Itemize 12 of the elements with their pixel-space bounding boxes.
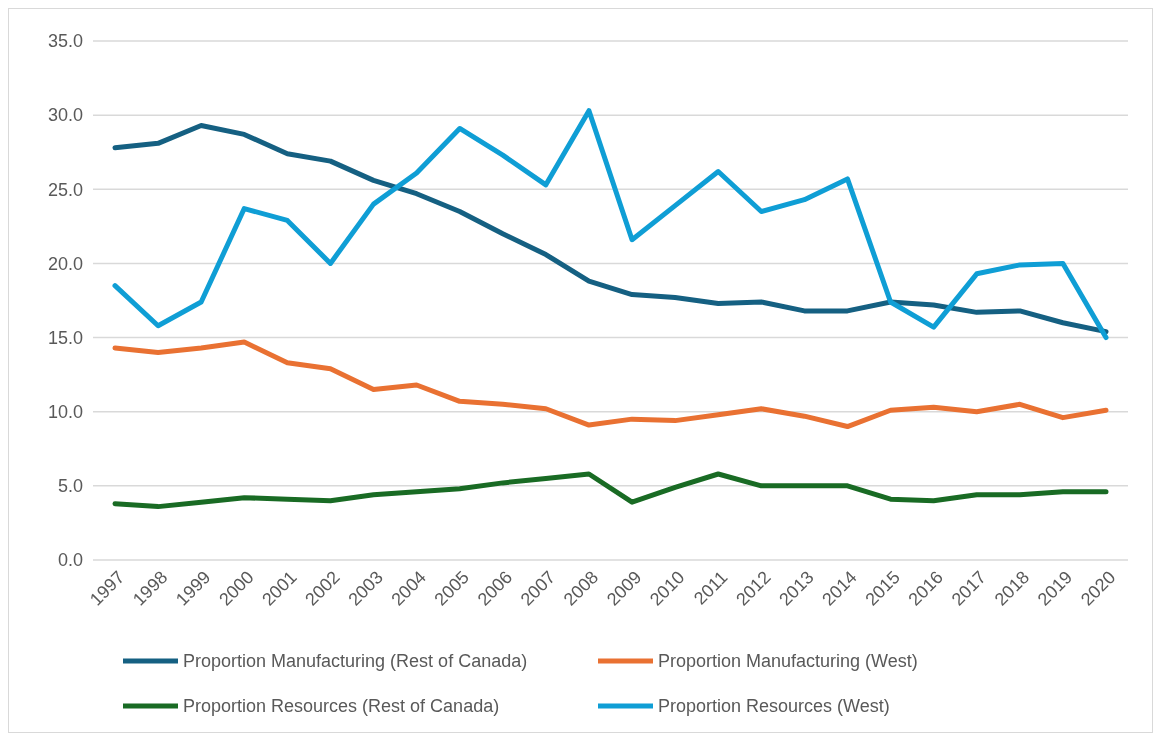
y-tick-label: 0.0 <box>57 550 83 571</box>
y-tick-label: 25.0 <box>47 179 83 200</box>
y-tick-label: 10.0 <box>47 402 83 423</box>
legend-label: Proportion Resources (Rest of Canada) <box>183 696 500 717</box>
y-tick-label: 20.0 <box>47 253 83 274</box>
y-tick-label: 30.0 <box>47 105 83 126</box>
legend-label: Proportion Resources (West) <box>658 696 890 717</box>
y-tick-label: 5.0 <box>57 476 83 497</box>
y-tick-label: 35.0 <box>47 31 83 52</box>
y-tick-label: 15.0 <box>47 327 83 348</box>
legend-label: Proportion Manufacturing (West) <box>658 651 918 672</box>
legend-label: Proportion Manufacturing (Rest of Canada) <box>183 651 528 672</box>
